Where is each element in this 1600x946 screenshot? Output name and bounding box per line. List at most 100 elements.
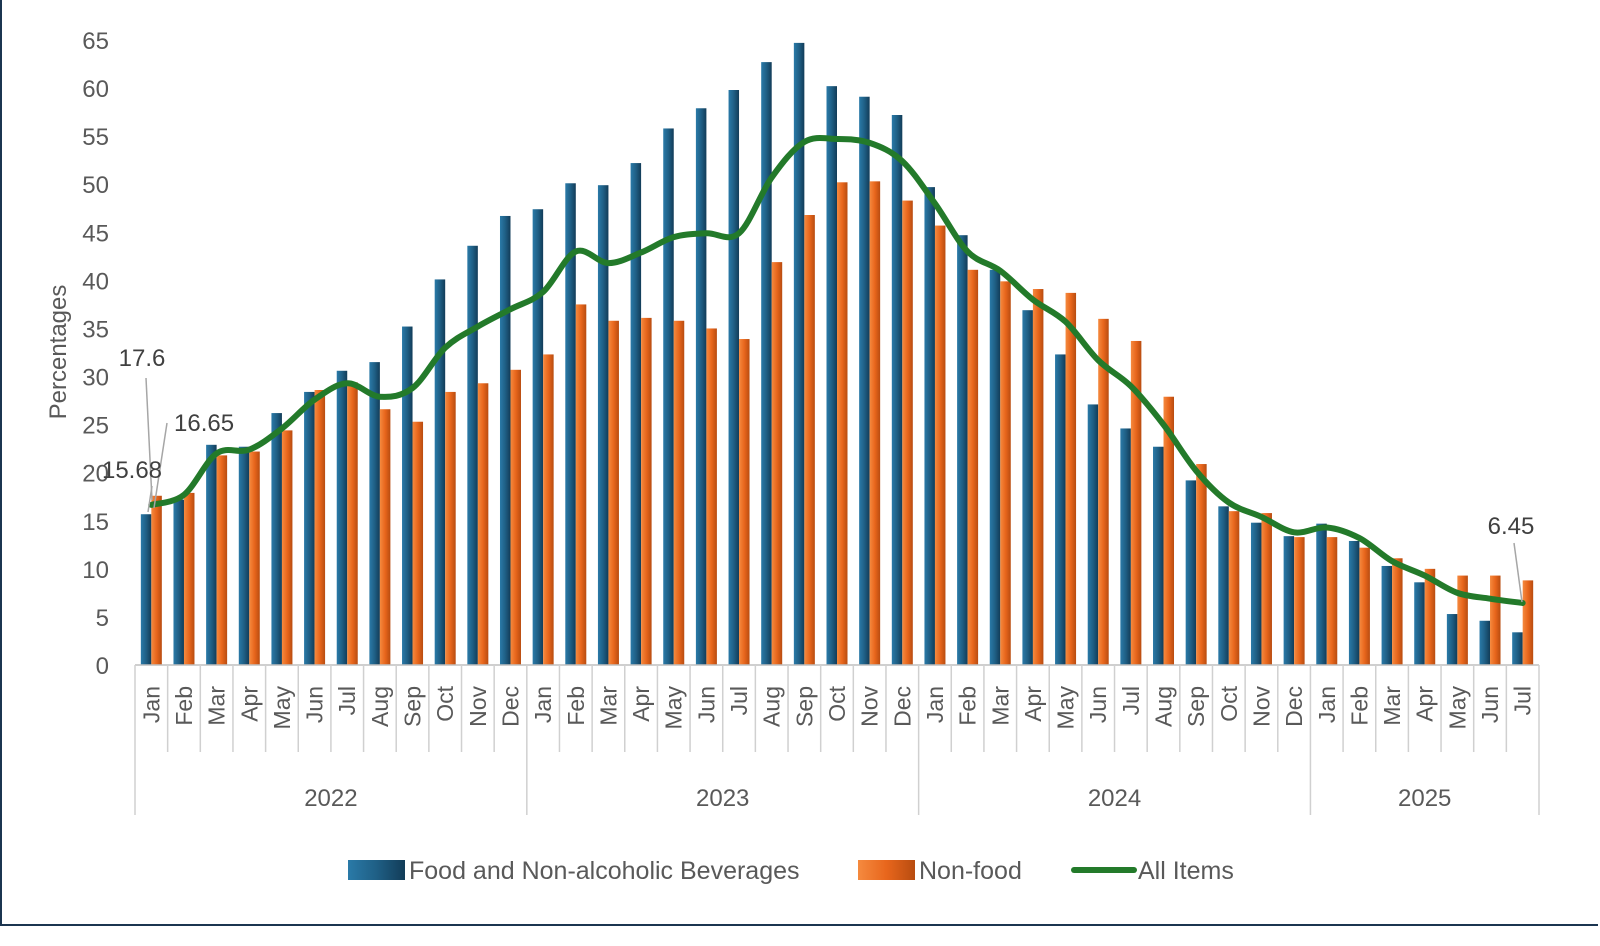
month-label: May [269,686,295,730]
legend-item: Non-food [858,857,1022,885]
y-tick-label: 30 [82,365,109,392]
bar-food [1512,632,1523,665]
bar-food [1087,404,1099,665]
bar-non-food [1522,580,1534,665]
bar-food [499,215,511,665]
data-label: 15.68 [102,457,162,484]
bar-non-food [804,215,815,665]
month-label: Oct [824,685,850,721]
month-label: Aug [1151,686,1177,727]
bar-food [728,90,740,665]
bar-non-food [314,390,326,665]
bar-non-food [510,369,521,665]
y-tick-label: 20 [82,461,109,488]
month-label: Aug [367,686,393,727]
month-label: Dec [889,686,915,727]
annotation-leader [147,485,153,513]
bar-food [271,413,282,665]
month-label: Feb [171,686,197,726]
bar-non-food [1065,292,1077,665]
bar-food [859,96,870,665]
bar-non-food [934,225,946,666]
month-label: Sep [400,686,426,727]
bar-non-food [673,320,685,665]
legend-swatch [348,860,405,880]
legend-label: Food and Non-alcoholic Beverages [409,857,800,885]
bar-food [206,444,217,665]
legend-label: All Items [1138,857,1234,885]
bar-food [1250,522,1262,665]
bar-non-food [771,262,783,665]
annotation-leader [153,422,168,509]
bar-food [402,326,413,665]
y-tick-label: 25 [82,413,109,440]
month-label: Feb [563,686,589,726]
line-all-items [148,135,1526,606]
y-tick-label: 0 [96,653,109,680]
bar-non-food [1228,511,1240,665]
year-label: 2023 [696,785,749,812]
bar-food [793,42,805,665]
month-label: Sep [791,686,817,727]
month-label: Apr [1412,686,1438,722]
month-label: Nov [1248,686,1274,727]
month-label: Apr [1020,686,1046,722]
month-label: Mar [204,686,230,726]
bar-non-food [967,269,979,665]
bar-non-food [543,354,554,665]
bar-food [532,209,544,665]
month-label: Feb [1346,686,1372,726]
bar-non-food [412,421,424,665]
y-tick-label: 65 [82,28,109,55]
annotation-leader [1513,542,1523,603]
bar-food [826,86,837,665]
bar-non-food [183,492,195,665]
bar-non-food [575,304,587,665]
bar-food [891,115,903,665]
month-label: Jan [922,686,948,723]
bar-non-food [1392,558,1403,665]
legend-item: Food and Non-alcoholic Beverages [348,857,800,885]
month-label: Apr [236,686,262,722]
month-label: Mar [1379,686,1405,726]
y-tick-label: 40 [82,268,109,295]
month-label: Nov [465,686,491,727]
bar-non-food [1457,575,1468,665]
year-label: 2024 [1088,785,1141,812]
y-tick-label: 10 [82,557,109,584]
month-label: Dec [1281,686,1307,727]
bar-non-food [641,317,652,665]
bar-food [761,62,772,666]
bar-food [467,245,478,665]
bar-non-food [837,182,848,666]
bar-non-food [1000,281,1011,665]
bar-food [1120,428,1131,665]
legend-label: Non-food [919,857,1022,885]
data-label: 17.6 [119,345,166,372]
chart-frame: 0 5 10 15 20 25 30 35 40 45 50 55 60 65 Percentages J… [0,0,1598,926]
bar-non-food [739,339,750,665]
bar-non-food [608,320,619,665]
annotation-leader [145,377,153,501]
bar-food [565,183,576,665]
month-label: Jun [1085,686,1111,723]
bar-food [434,279,446,665]
y-tick-label: 15 [82,509,109,536]
bar-food [336,370,348,665]
bar-food [1446,614,1458,665]
bar-food [1348,540,1360,665]
bar-food [663,128,674,665]
bar-food [1153,446,1164,665]
bar-food [989,269,1001,665]
month-label: May [1444,686,1470,730]
y-tick-label: 55 [82,124,109,151]
bar-non-food [477,383,489,665]
month-label: Jan [138,686,164,723]
bar-food [695,108,707,666]
bar-food [630,163,642,666]
month-label: Dec [497,686,523,727]
bar-food [173,499,184,665]
year-label: 2025 [1398,785,1451,812]
bar-food [1022,310,1033,665]
bar-food [957,235,968,665]
